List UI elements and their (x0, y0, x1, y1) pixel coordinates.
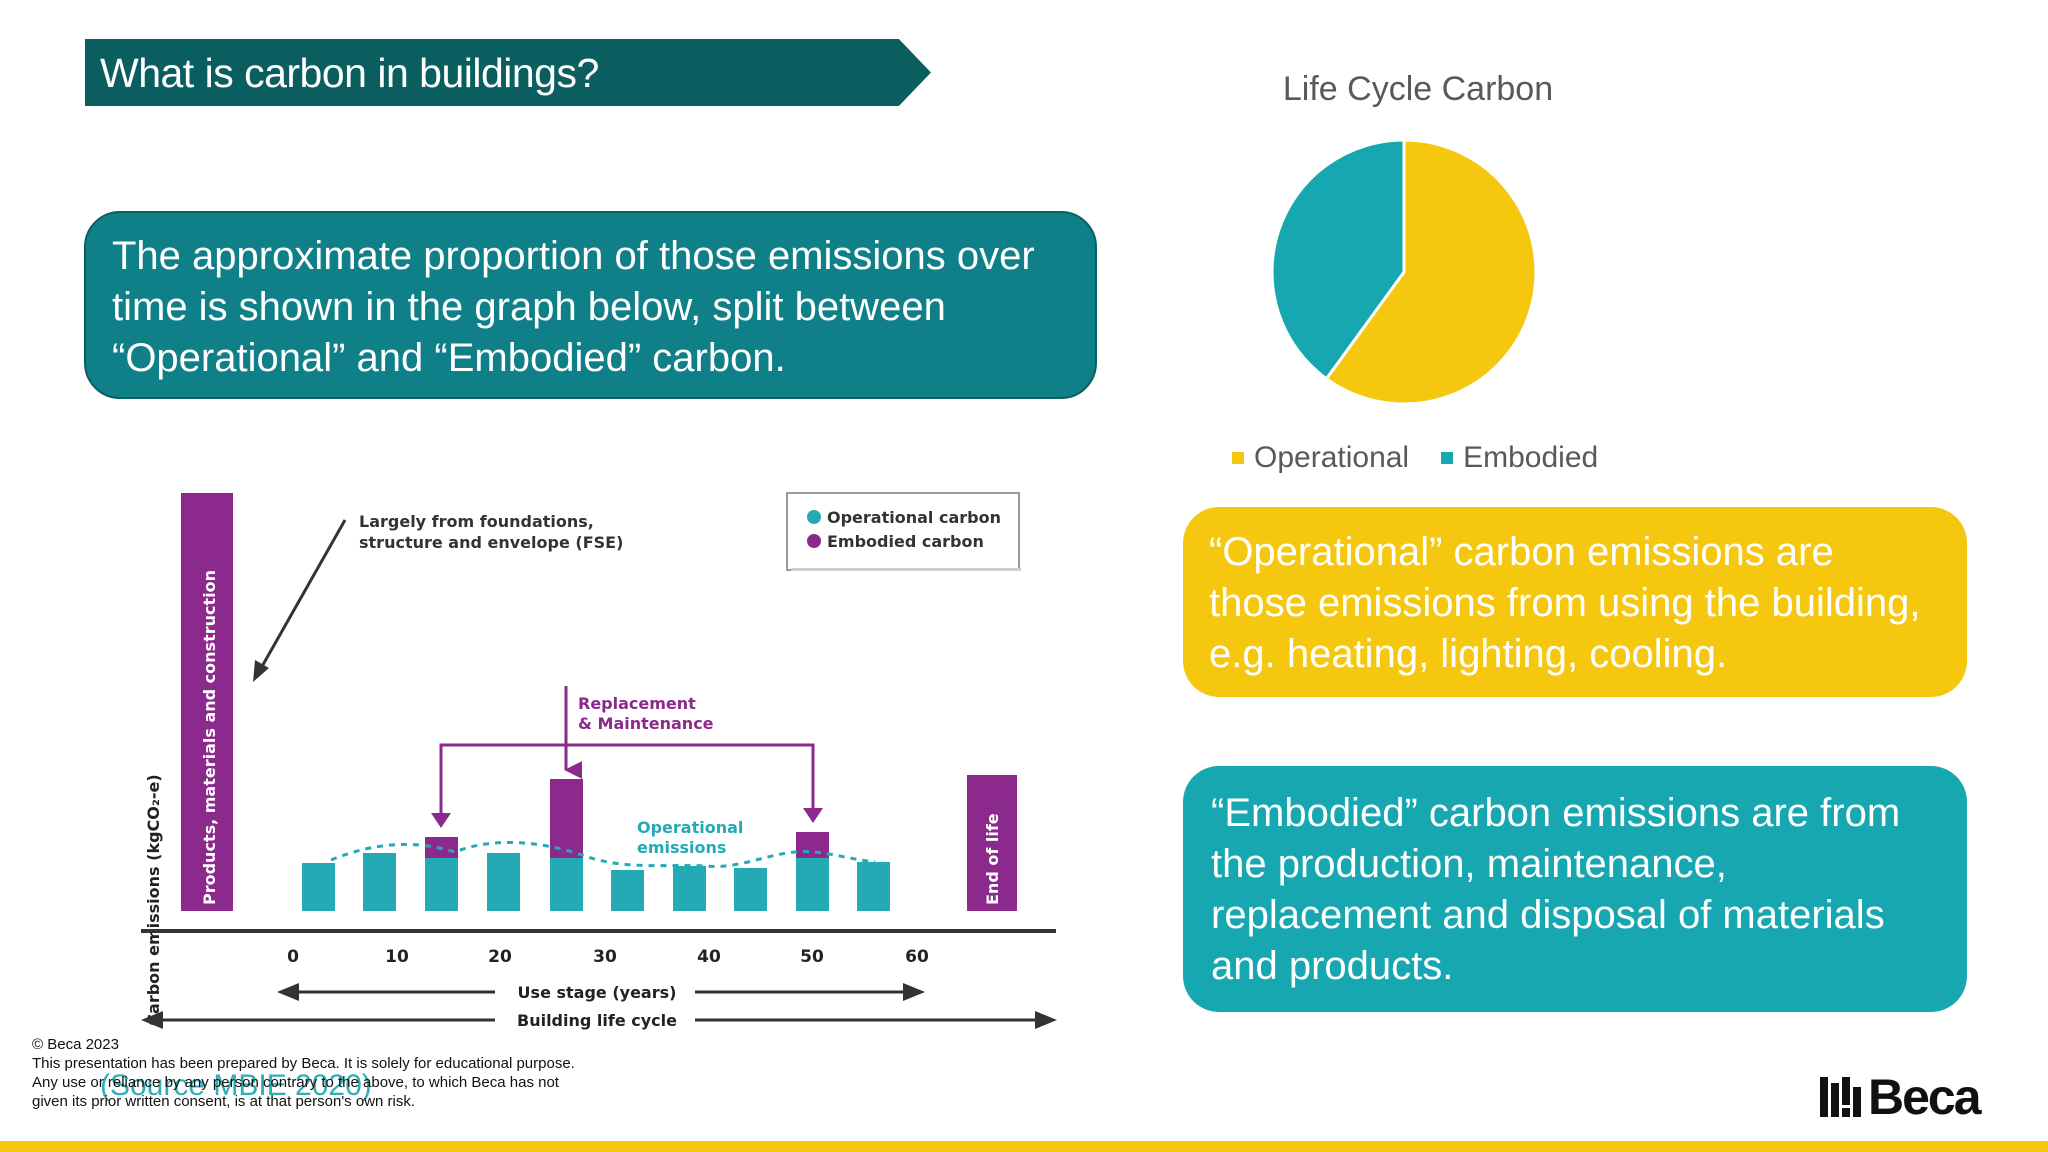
legend-dot-embodied (807, 534, 821, 548)
x-tick-label: 0 (287, 947, 299, 967)
disclaimer-line: Any use or reliance by any person contra… (32, 1074, 559, 1091)
legend-swatch-embodied (1441, 452, 1454, 464)
life-cycle-arrowhead-right (1035, 1011, 1057, 1029)
operational-bar (487, 853, 520, 911)
operational-text: “Operational” carbon emissions are those… (1209, 530, 1921, 676)
operational-bar (673, 866, 706, 911)
replacement-arrowhead-right (803, 808, 823, 823)
disclaimer-line: This presentation has been prepared by B… (32, 1055, 575, 1072)
life-cycle-pie-chart (1270, 138, 1538, 406)
operational-bar (734, 868, 767, 911)
operational-callout: “Operational” carbon emissions are those… (1183, 507, 1967, 697)
operational-bar (302, 863, 335, 911)
intro-text: The approximate proportion of those emis… (112, 234, 1035, 380)
operational-bar (857, 862, 890, 911)
fse-note-line2: structure and envelope (FSE) (359, 533, 623, 552)
construction-bar-label: Products, materials and construction (200, 570, 219, 905)
replacement-label-line1: Replacement (578, 694, 696, 713)
bottom-accent-bar (0, 1141, 2048, 1152)
use-stage-arrowhead-right (903, 983, 925, 1001)
operational-bar (796, 858, 829, 911)
end-of-life-bar (967, 775, 1017, 911)
pie-slice-embodied (1270, 138, 1406, 381)
embodied-text: “Embodied” carbon emissions are from the… (1211, 791, 1901, 988)
x-tick-label: 20 (488, 947, 512, 967)
operational-emissions-line1: Operational (637, 818, 743, 837)
diagram-legend-operational: Operational carbon (827, 508, 1001, 527)
legend-item-operational: Operational (1232, 441, 1409, 475)
beca-logo-mark-icon (1820, 1077, 1861, 1117)
x-tick-label: 40 (697, 947, 721, 967)
legend-dot-operational (807, 510, 821, 524)
disclaimer-line: given its prior written consent, is at t… (32, 1093, 416, 1110)
replacement-label-line2: & Maintenance (578, 714, 714, 733)
life-cycle-arrowhead-left (141, 1011, 163, 1029)
pie-chart-title: Life Cycle Carbon (1282, 70, 1554, 108)
y-axis-label: Carbon emissions (kgCO₂-e) (144, 774, 163, 1025)
replacement-arrowhead-left (431, 813, 451, 828)
replacement-bar (796, 832, 829, 858)
diagram-legend-embodied: Embodied carbon (827, 532, 984, 551)
copyright-text: © Beca 2023 (32, 1036, 119, 1053)
intro-callout: The approximate proportion of those emis… (84, 211, 1097, 399)
fse-arrowhead (253, 660, 269, 682)
use-stage-arrowhead-left (277, 983, 299, 1001)
operational-bar (363, 853, 396, 911)
emissions-diagram: Carbon emissions (kgCO₂-e) Products, mat… (141, 492, 1057, 1030)
diagram-legend-shadow (791, 568, 1021, 571)
operational-emissions-line2: emissions (637, 838, 726, 857)
replacement-bar (550, 779, 583, 858)
diagram-legend-box (786, 492, 1020, 571)
replacement-bracket (439, 743, 815, 825)
operational-bar (550, 858, 583, 911)
disclaimer: © Beca 2023 This presentation has been p… (32, 1035, 732, 1111)
legend-swatch-operational (1232, 452, 1244, 464)
x-tick-label: 30 (593, 947, 617, 967)
fse-pointer (258, 519, 347, 671)
beca-logo: Beca (1820, 1069, 1982, 1125)
legend-label-embodied: Embodied (1463, 441, 1599, 474)
pie-slice-operational (1324, 138, 1538, 406)
slide-title: What is carbon in buildings? (100, 50, 599, 96)
operational-bar (611, 870, 644, 911)
x-tick-label: 60 (905, 947, 929, 967)
life-cycle-label: Building life cycle (517, 1011, 677, 1030)
operational-trend-line (330, 840, 876, 868)
fse-note-line1: Largely from foundations, (359, 512, 594, 531)
legend-label-operational: Operational (1254, 441, 1410, 474)
embodied-callout: “Embodied” carbon emissions are from the… (1183, 766, 1967, 1012)
x-tick-label: 50 (800, 947, 824, 967)
x-tick-label: 10 (385, 947, 409, 967)
pie-legend: Operational Embodied (1232, 437, 1630, 479)
beca-logo-text: Beca (1868, 1069, 1982, 1125)
use-stage-label: Use stage (years) (518, 983, 677, 1002)
legend-item-embodied: Embodied (1441, 441, 1598, 475)
construction-bar (181, 493, 233, 911)
title-banner (85, 39, 931, 106)
end-of-life-label: End of life (983, 813, 1002, 905)
operational-bar (425, 858, 458, 911)
source-citation: (Source MBIE 2020) (100, 1069, 372, 1102)
